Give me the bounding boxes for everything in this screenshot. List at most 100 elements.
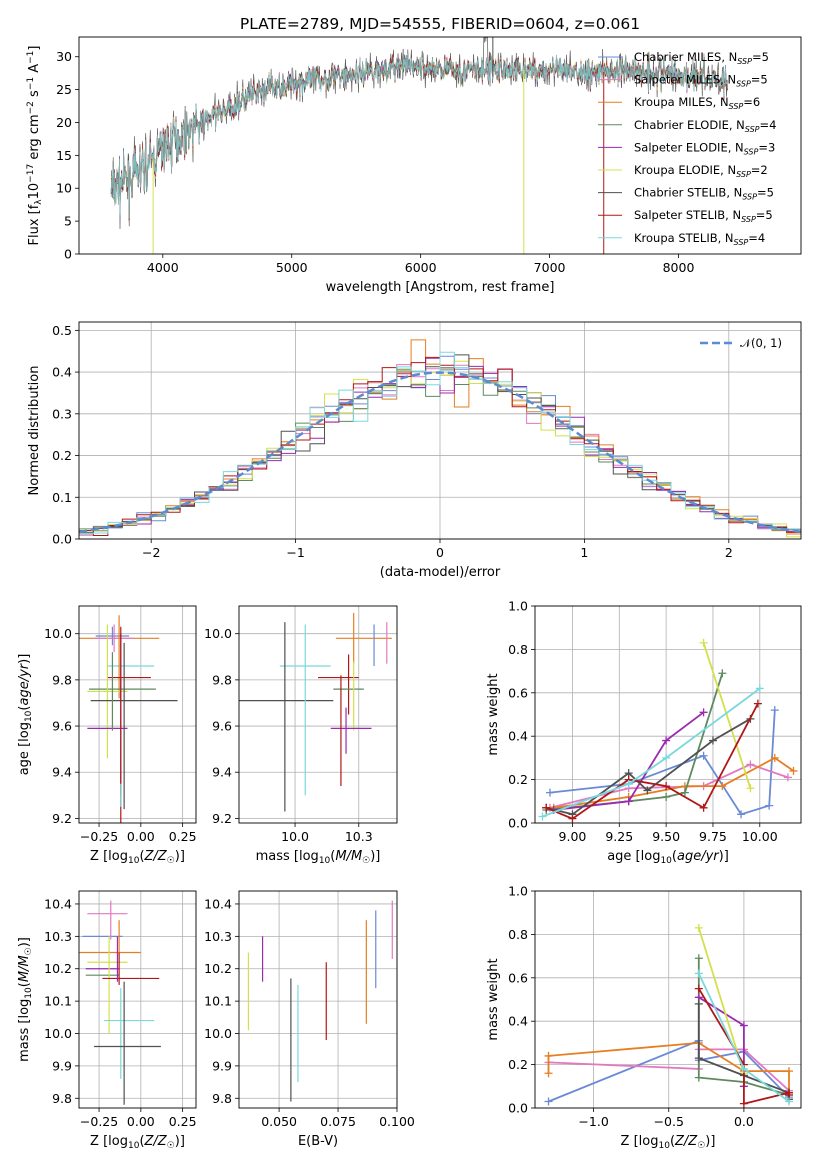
massweight_vs_Z-xlabel: Z [log10(Z/Z☉)] xyxy=(621,1134,716,1151)
massweight_vs_Z-ytick-label: 0.8 xyxy=(508,927,528,942)
massweight_vs_Z-ytick-label: 0.6 xyxy=(508,970,528,985)
hist-series-9 xyxy=(79,351,801,535)
spectrum-model-line-9 xyxy=(110,50,728,219)
mass_vs_Z-frame xyxy=(78,890,197,1109)
spectrum-xtick-label: 6000 xyxy=(405,260,437,275)
age_vs_Z-xtick-label: 0.25 xyxy=(169,829,197,844)
mass_vs_Z-ytick-label: 10.3 xyxy=(44,929,72,944)
massweight_vs_age-xtick-label: 9.75 xyxy=(699,829,727,844)
massweight_vs_age-marker xyxy=(662,753,671,762)
massweight_vs_age-marker xyxy=(542,803,551,812)
massweight_vs_age-ytick-label: 1.0 xyxy=(508,599,528,614)
massweight_vs_age-marker xyxy=(624,797,633,806)
massweight_vs_age-marker xyxy=(770,753,779,762)
massweight_vs_age-xtick-label: 9.00 xyxy=(559,829,587,844)
massweight_vs_Z-marker xyxy=(694,954,703,963)
mass_vs_Z-plot-area xyxy=(79,900,161,1105)
massweight_vs_age-marker xyxy=(718,782,727,791)
residuals-xlabel: (data-model)/error xyxy=(380,565,501,580)
mass_vs_EBV-ytick-label: 10.0 xyxy=(204,1026,232,1041)
legend-label-4: Chabrier ELODIE, NSSP=4 xyxy=(634,118,776,134)
age_vs_mass-xtick-label: 10.3 xyxy=(345,829,373,844)
massweight_vs_age-marker xyxy=(662,792,671,801)
age_vs_mass-ytick-label: 9.2 xyxy=(212,811,232,826)
residuals-xtick-label: 0 xyxy=(436,545,444,560)
normal-legend-label: 𝒩(0, 1) xyxy=(740,336,782,350)
age_vs_Z-ytick-label: 9.8 xyxy=(52,672,72,687)
massweight_vs_Z-ytick-label: 0.2 xyxy=(508,1057,528,1072)
spectrum-ytick-label: 10 xyxy=(56,181,72,196)
massweight_vs_age-marker xyxy=(624,779,633,788)
spectrum-ylabel: Flux [fλ10−17 erg cm−2 s−1 A−1] xyxy=(26,46,44,246)
massweight_vs_age-marker xyxy=(643,786,652,795)
massweight_vs_age-marker xyxy=(662,782,671,791)
massweight_vs_age-marker xyxy=(737,810,746,819)
age_vs_Z-ytick-label: 9.2 xyxy=(52,811,72,826)
age_vs_Z-xtick-label: −0.25 xyxy=(80,829,118,844)
massweight_vs_Z-ytick-label: 0.4 xyxy=(508,1014,528,1029)
spectrum-ytick-label: 0 xyxy=(64,247,72,262)
mass_vs_EBV-ytick-label: 9.8 xyxy=(212,1091,232,1106)
massweight_vs_Z-marker xyxy=(694,1054,703,1063)
figure-title: PLATE=2789, MJD=54555, FIBERID=0604, z=0… xyxy=(240,15,640,33)
residuals-ytick-label: 0.5 xyxy=(52,323,72,338)
residuals-ytick-label: 0.1 xyxy=(52,490,72,505)
spectrum-ytick-label: 15 xyxy=(56,148,72,163)
massweight_vs_Z-marker xyxy=(739,1021,748,1030)
massweight_vs_age-ytick-label: 0.0 xyxy=(508,816,528,831)
massweight_vs_age-series-6 xyxy=(702,642,752,789)
age_vs_mass-ytick-label: 9.8 xyxy=(212,672,232,687)
mass_vs_Z-ytick-label: 9.8 xyxy=(52,1091,72,1106)
massweight_vs_age-ytick-label: 0.8 xyxy=(508,642,528,657)
spectrum-plot-area xyxy=(110,37,728,254)
massweight_vs_Z-marker xyxy=(739,1064,748,1073)
mass_vs_EBV-xlabel: E(B-V) xyxy=(298,1134,338,1149)
mass_vs_EBV-xtick-label: 0.100 xyxy=(379,1114,415,1129)
residuals-xtick-label: 1 xyxy=(580,545,588,560)
mass_vs_EBV-xtick-label: 0.050 xyxy=(261,1114,297,1129)
spectrum-xlabel: wavelength [Angstrom, rest frame] xyxy=(326,280,555,295)
age_vs_Z-xtick-label: 0.00 xyxy=(127,829,155,844)
spectrum-xtick-label: 5000 xyxy=(276,260,308,275)
residuals-ytick-label: 0.3 xyxy=(52,406,72,421)
massweight_vs_age-ytick-label: 0.2 xyxy=(508,772,528,787)
legend-label-9: Kroupa STELIB, NSSP=4 xyxy=(634,231,765,247)
residuals-frame xyxy=(78,321,802,540)
residuals-ytick-label: 0.4 xyxy=(52,365,72,380)
mass_vs_EBV-ytick-label: 10.3 xyxy=(204,929,232,944)
massweight_vs_Z-xtick-label: −1.0 xyxy=(578,1114,608,1129)
legend-label-1: Chabrier MILES, NSSP=5 xyxy=(634,50,769,66)
massweight_vs_age-marker xyxy=(680,788,689,797)
massweight_vs_age-marker xyxy=(545,788,554,797)
age_vs_mass-ytick-label: 9.4 xyxy=(212,765,232,780)
massweight_vs_age-ytick-label: 0.4 xyxy=(508,729,528,744)
massweight_vs_age-marker xyxy=(699,751,708,760)
mass_vs_EBV-frame xyxy=(238,890,398,1109)
age_vs_mass-xlabel: mass [log10(M/M☉)] xyxy=(256,849,381,866)
residuals-xtick-label: −2 xyxy=(142,545,160,560)
massweight_vs_age-marker xyxy=(699,708,708,717)
residuals-plot-area xyxy=(79,339,801,538)
massweight_vs_Z-marker xyxy=(694,969,703,978)
plot-layer: 4000 5000 6000 7000 8000051015202530waveleng… xyxy=(17,36,802,1151)
mass_vs_Z-xtick-label: −0.25 xyxy=(80,1114,118,1129)
mass_vs_Z-ytick-label: 10.0 xyxy=(44,1026,72,1041)
mass_vs_EBV-ytick-label: 9.9 xyxy=(212,1058,232,1073)
massweight_vs_age-series-7 xyxy=(545,718,751,816)
spectrum-xtick-label: 7000 xyxy=(534,260,566,275)
massweight_vs_age-plot-area xyxy=(538,638,798,823)
massweight_vs_age-marker xyxy=(746,760,755,769)
massweight_vs_age-marker xyxy=(755,684,764,693)
massweight_vs_age-ylabel: mass weight xyxy=(486,673,501,755)
massweight_vs_Z-ytick-label: 0.0 xyxy=(508,1101,528,1116)
legend-label-7: Chabrier STELIB, NSSP=5 xyxy=(634,186,774,202)
mass_vs_EBV-ytick-label: 10.4 xyxy=(204,896,232,911)
massweight_vs_age-series-8 xyxy=(545,703,759,820)
massweight_vs_age-marker xyxy=(568,814,577,823)
massweight_vs_age-xtick-label: 10.00 xyxy=(742,829,778,844)
massweight_vs_Z-ytick-label: 1.0 xyxy=(508,884,528,899)
age_vs_mass-ytick-label: 9.6 xyxy=(212,719,232,734)
mass_vs_Z-ytick-label: 10.1 xyxy=(44,994,72,1009)
massweight_vs_Z-xtick-label: −0.5 xyxy=(654,1114,684,1129)
massweight_vs_age-marker xyxy=(770,706,779,715)
